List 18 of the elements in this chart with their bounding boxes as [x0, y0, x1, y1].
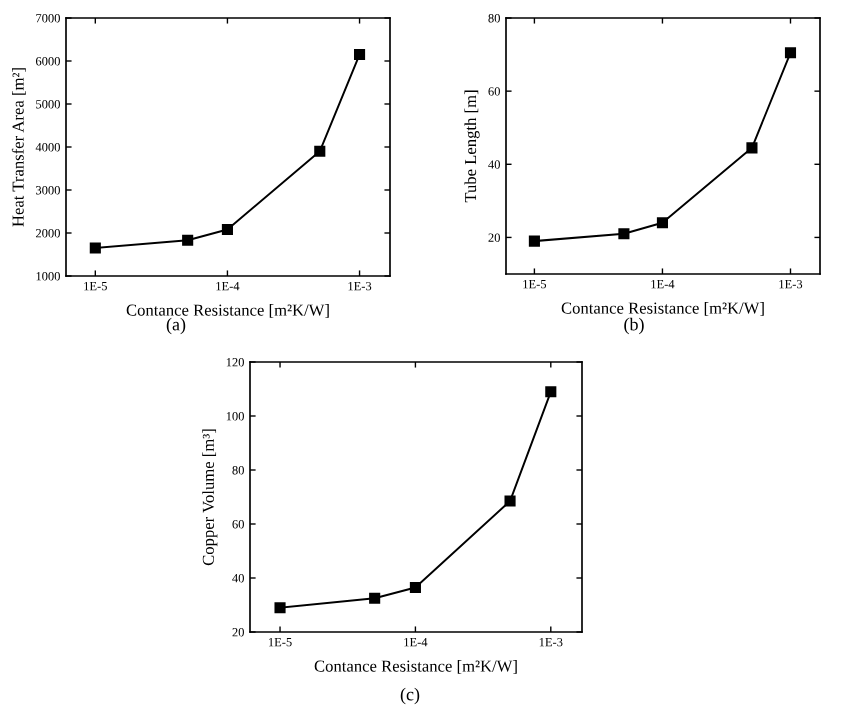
- point: [221, 224, 233, 236]
- point: [354, 48, 366, 61]
- point: [274, 602, 286, 614]
- point: [528, 235, 540, 247]
- text: (b): [624, 317, 644, 335]
- text: (c): [400, 687, 420, 705]
- point: [784, 47, 797, 59]
- y-axis-title: Heat Transfer Area [m²]: [11, 68, 26, 227]
- point: [409, 581, 421, 594]
- x-axis-title: Contance Resistance [m²K/W]: [561, 302, 764, 316]
- x-axis-title: Contance Resistance [m²K/W]: [126, 304, 329, 318]
- point: [656, 217, 669, 229]
- y-axis-title: Tube Length [m]: [464, 90, 480, 203]
- x-axis-title: Contance Resistance [m²K/W]: [314, 660, 517, 674]
- y-axis-title: Copper Volume [m³]: [202, 429, 218, 566]
- point: [89, 242, 101, 254]
- point: [545, 386, 557, 398]
- text: (a): [166, 317, 186, 335]
